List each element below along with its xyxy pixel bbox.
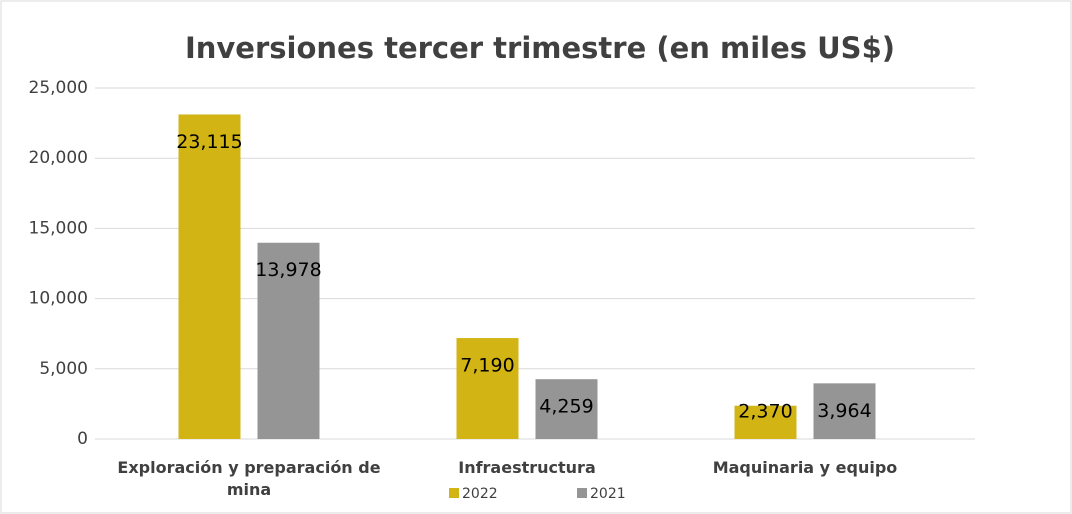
bar xyxy=(813,383,876,439)
x-tick-label: Exploración y preparación de mina xyxy=(117,458,381,499)
legend-label: 2022 xyxy=(462,486,498,502)
data-label: 4,259 xyxy=(539,396,593,418)
y-tick-label: 25,000 xyxy=(29,78,88,98)
legend-label: 2021 xyxy=(590,486,626,502)
bar xyxy=(535,379,598,439)
legend-swatch xyxy=(577,488,587,498)
x-tick-label: Infraestructura xyxy=(458,458,596,477)
bar xyxy=(257,242,320,439)
data-label: 7,190 xyxy=(460,355,514,377)
x-tick-label: Maquinaria y equipo xyxy=(712,458,898,477)
chart-title: Inversiones tercer trimestre (en miles U… xyxy=(185,31,895,65)
legend-swatch xyxy=(449,488,459,498)
y-tick-label: 20,000 xyxy=(29,148,88,168)
y-tick-label: 10,000 xyxy=(29,289,88,309)
y-tick-label: 0 xyxy=(77,429,88,449)
bar xyxy=(456,338,519,439)
data-label: 13,978 xyxy=(255,259,321,281)
data-label: 23,115 xyxy=(176,131,242,153)
y-tick-label: 5,000 xyxy=(39,359,88,379)
data-label: 2,370 xyxy=(738,401,792,423)
data-label: 3,964 xyxy=(817,400,871,422)
y-tick-label: 15,000 xyxy=(29,218,88,238)
bar xyxy=(734,405,797,439)
bar xyxy=(178,114,241,440)
